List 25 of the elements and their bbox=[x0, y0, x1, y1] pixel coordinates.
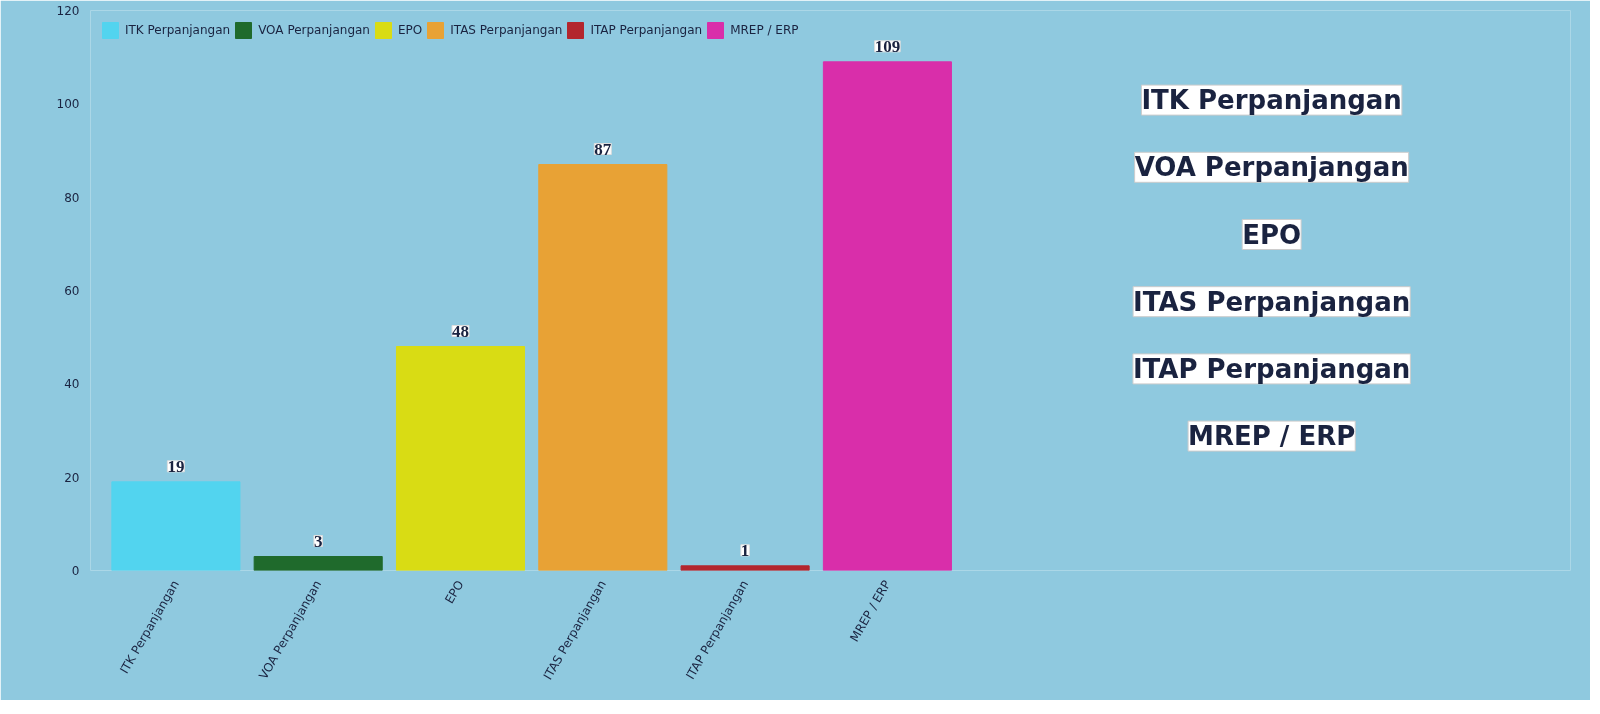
data-label: 3 bbox=[313, 531, 323, 551]
legend-label: MREP / ERP bbox=[730, 23, 799, 37]
legend-label: VOA Perpanjangan bbox=[258, 23, 370, 37]
legend-label: ITAP Perpanjangan bbox=[590, 23, 703, 37]
legend-label: ITK Perpanjangan bbox=[125, 23, 231, 37]
text: VOA Perpanjangan bbox=[1134, 152, 1409, 183]
data-label: 87 bbox=[594, 139, 612, 159]
text: ITK Perpanjangan bbox=[1141, 85, 1402, 116]
y-tick-label: 20 bbox=[64, 470, 80, 485]
legend-label: ITAS Perpanjangan bbox=[450, 23, 563, 37]
text: ITAP Perpanjangan bbox=[1132, 353, 1411, 384]
y-tick-label: 0 bbox=[71, 564, 80, 578]
y-tick-label: 40 bbox=[64, 377, 80, 392]
text: MREP / ERP bbox=[1188, 421, 1356, 452]
y-tick-label: 100 bbox=[56, 97, 80, 112]
data-label: 48 bbox=[452, 321, 469, 341]
y-tick-label: 80 bbox=[64, 190, 80, 205]
legend-label: EPO bbox=[397, 23, 423, 37]
text: ITAS Perpanjangan bbox=[1133, 286, 1411, 317]
data-label: 19 bbox=[167, 456, 185, 476]
text: EPO bbox=[1242, 219, 1302, 250]
data-label: 109 bbox=[874, 36, 901, 56]
y-tick-label: 60 bbox=[64, 284, 80, 298]
data-label: 1 bbox=[740, 540, 750, 560]
y-tick-label: 120 bbox=[56, 4, 80, 18]
